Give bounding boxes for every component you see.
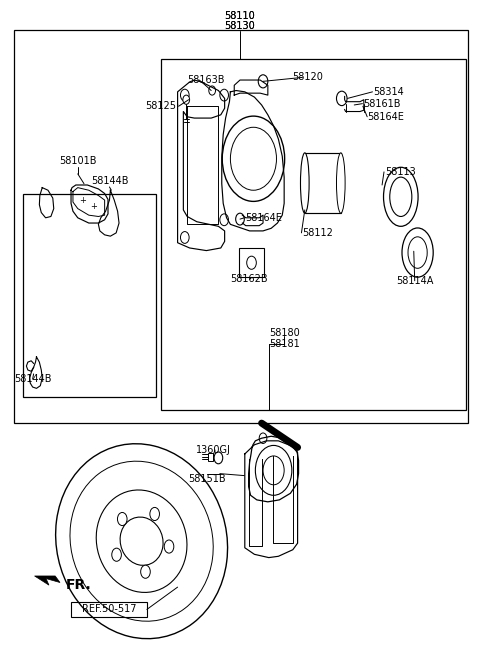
Text: 58162B: 58162B [230, 274, 267, 285]
Text: 58164E: 58164E [245, 213, 282, 223]
Circle shape [220, 214, 228, 226]
Ellipse shape [408, 237, 427, 268]
Circle shape [336, 91, 347, 106]
Text: 58144B: 58144B [92, 176, 129, 186]
Text: 58164E: 58164E [368, 112, 405, 122]
Text: 58112: 58112 [302, 228, 333, 238]
Bar [14, 30, 468, 423]
Circle shape [150, 508, 159, 521]
Circle shape [209, 86, 216, 95]
Text: 58144B: 58144B [14, 374, 51, 384]
Text: 58161B: 58161B [363, 98, 401, 109]
Bar [161, 59, 466, 410]
Bar [23, 194, 156, 397]
Circle shape [255, 445, 292, 495]
Ellipse shape [336, 153, 345, 213]
Circle shape [247, 256, 256, 270]
Bar [208, 453, 213, 461]
Text: 58180: 58180 [269, 327, 300, 338]
Circle shape [180, 89, 189, 101]
Circle shape [141, 565, 150, 579]
Ellipse shape [300, 153, 309, 213]
Text: 58314: 58314 [373, 87, 404, 97]
Bar [305, 153, 341, 213]
Circle shape [222, 116, 285, 201]
Circle shape [112, 548, 121, 562]
Text: 58130: 58130 [225, 20, 255, 31]
Text: 58151B: 58151B [189, 474, 226, 484]
Bar [239, 248, 264, 277]
Ellipse shape [402, 228, 433, 277]
Polygon shape [35, 576, 60, 585]
Text: +: + [79, 195, 86, 205]
Text: 58163B: 58163B [188, 75, 225, 85]
Text: 1360GJ: 1360GJ [196, 445, 231, 455]
Ellipse shape [56, 443, 228, 639]
Ellipse shape [96, 490, 187, 592]
Bar [71, 602, 147, 617]
Circle shape [258, 75, 268, 88]
Circle shape [259, 433, 267, 443]
Text: 58125: 58125 [145, 101, 177, 112]
Ellipse shape [390, 177, 412, 216]
Circle shape [230, 127, 276, 190]
Text: 58130: 58130 [225, 21, 255, 31]
Text: +: + [90, 202, 97, 211]
Text: 58181: 58181 [269, 338, 300, 349]
Circle shape [263, 456, 284, 485]
Circle shape [118, 512, 127, 525]
Circle shape [214, 452, 223, 464]
Text: 58110: 58110 [225, 10, 255, 21]
Circle shape [180, 232, 189, 243]
Ellipse shape [120, 517, 163, 565]
Text: FR.: FR. [66, 578, 92, 592]
Text: 58120: 58120 [292, 72, 323, 83]
Text: 58113: 58113 [385, 167, 416, 177]
Text: 58101B: 58101B [59, 156, 96, 167]
Circle shape [236, 213, 244, 225]
Text: REF.50-517: REF.50-517 [82, 604, 136, 615]
Text: 58114A: 58114A [396, 276, 434, 286]
Circle shape [164, 540, 174, 553]
Circle shape [183, 95, 190, 104]
Circle shape [220, 89, 228, 101]
Ellipse shape [70, 461, 213, 621]
Text: 58110: 58110 [225, 11, 255, 22]
Ellipse shape [384, 167, 418, 226]
